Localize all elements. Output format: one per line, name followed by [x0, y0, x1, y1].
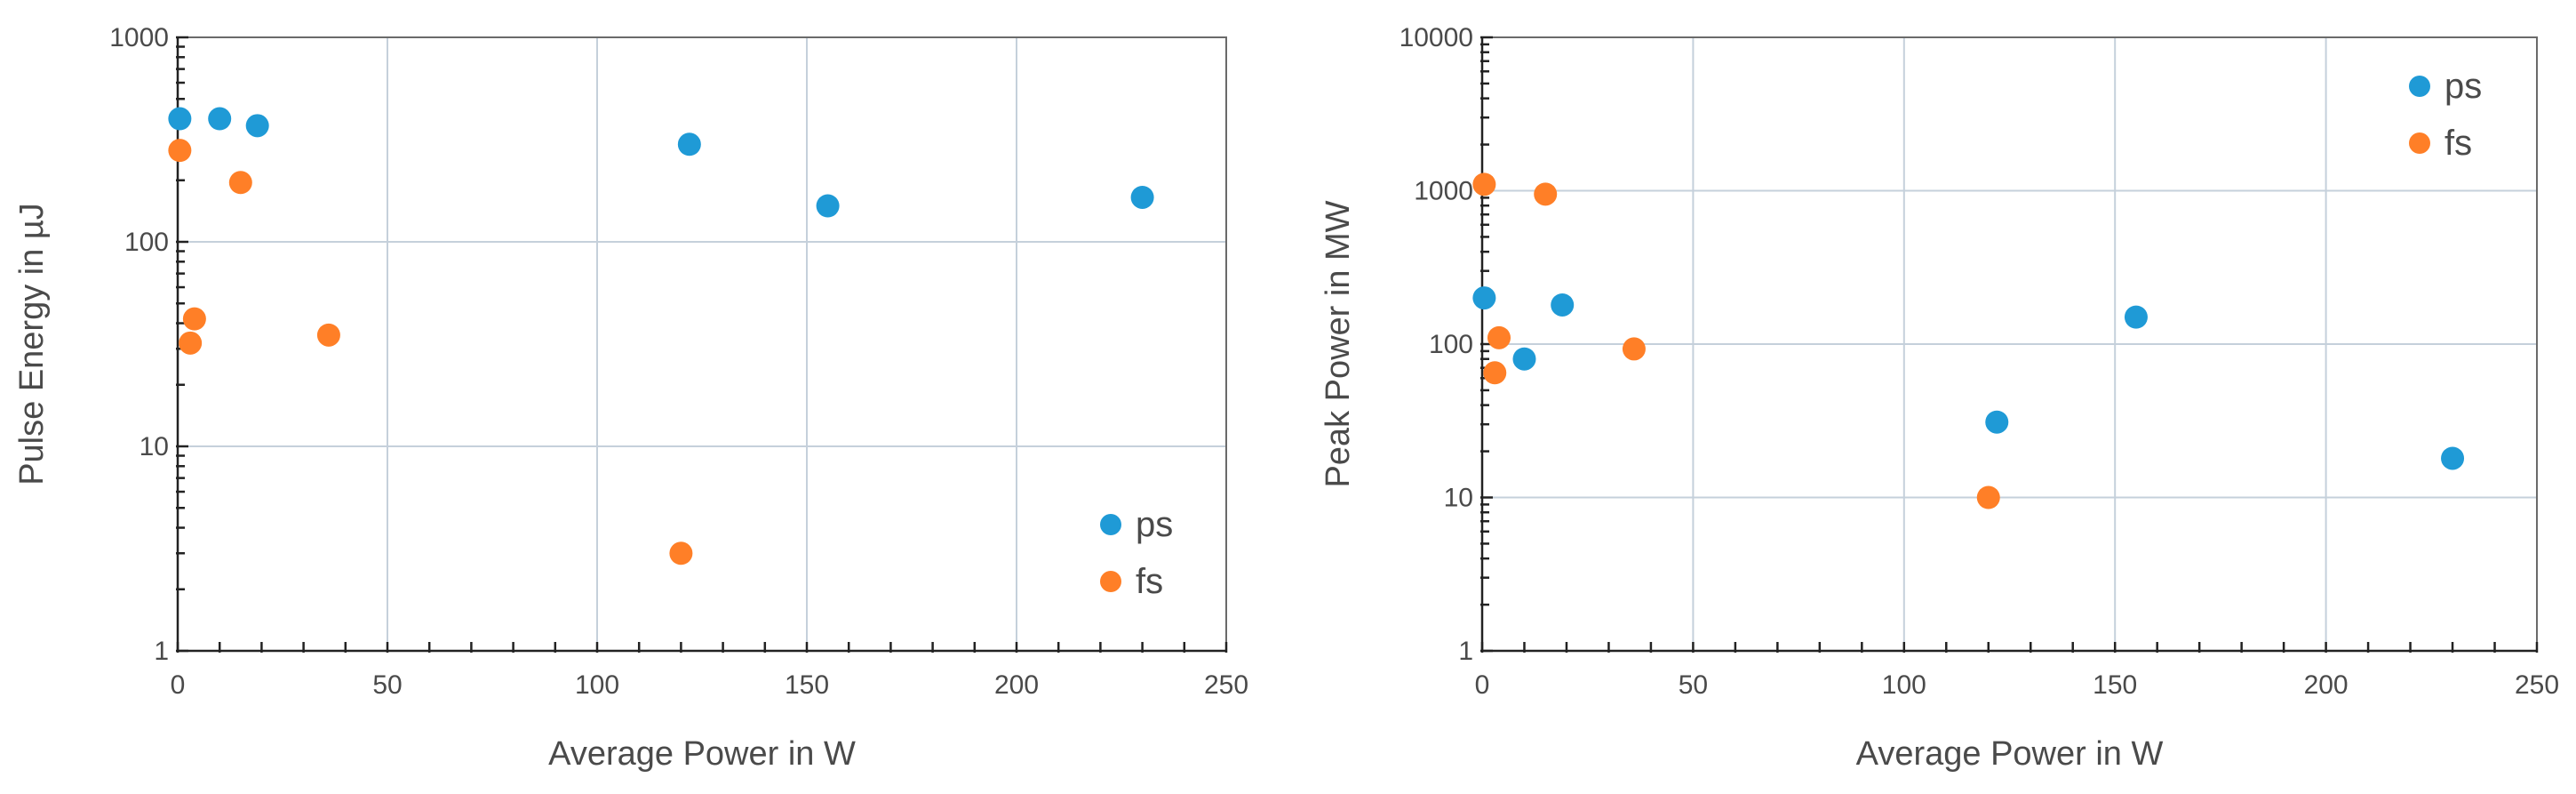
data-point-fs: [1483, 361, 1507, 385]
legend-label-ps: ps: [2444, 67, 2482, 106]
x-tick-label: 0: [171, 670, 186, 700]
data-point-ps: [2124, 305, 2148, 329]
legend-marker-fs: [1100, 571, 1121, 592]
y-tick-label: 1: [154, 637, 169, 666]
x-tick-label: 0: [1475, 670, 1490, 700]
x-tick-label: 250: [1204, 670, 1248, 700]
y-axis-label: Peak Power in MW: [1320, 200, 1357, 487]
y-tick-label: 10: [1444, 484, 1473, 513]
y-tick-label: 1000: [1414, 177, 1473, 206]
data-point-fs: [1622, 337, 1646, 361]
data-point-fs: [1472, 172, 1496, 196]
data-point-fs: [182, 307, 206, 331]
x-axis-label: Average Power in W: [548, 735, 856, 773]
data-point-ps: [1512, 347, 1536, 371]
data-point-ps: [1130, 185, 1154, 209]
x-tick-label: 50: [1679, 670, 1708, 700]
data-point-fs: [1487, 325, 1511, 349]
data-point-fs: [316, 323, 340, 347]
x-tick-label: 100: [575, 670, 619, 700]
y-axis-label: Pulse Energy in µJ: [13, 203, 51, 485]
data-point-fs: [168, 139, 192, 163]
x-tick-label: 50: [372, 670, 402, 700]
data-point-fs: [1534, 182, 1558, 206]
y-tick-label: 100: [1429, 330, 1473, 359]
y-tick-label: 1000: [109, 23, 169, 52]
data-point-ps: [2441, 446, 2465, 470]
x-tick-label: 100: [1882, 670, 1926, 700]
x-axis-label: Average Power in W: [1856, 735, 2164, 773]
legend-marker-ps: [1100, 514, 1121, 535]
data-point-ps: [677, 132, 701, 156]
legend-marker-fs: [2409, 132, 2430, 154]
legend-marker-ps: [2409, 76, 2430, 97]
data-point-ps: [168, 107, 192, 131]
x-tick-label: 250: [2515, 670, 2559, 700]
y-tick-label: 10: [140, 432, 169, 461]
x-tick-label: 200: [2304, 670, 2349, 700]
y-tick-label: 100: [124, 228, 169, 257]
data-point-ps: [1551, 293, 1575, 317]
data-point-fs: [1976, 485, 2000, 509]
pulse-energy-chart: 0 50 100 150 200 250 1 10 100 1000 Average Power i…: [13, 23, 1248, 773]
data-point-fs: [228, 171, 252, 195]
data-point-fs: [179, 331, 203, 355]
data-point-ps: [208, 107, 232, 131]
peak-power-chart: 0 50 100 150 200 250 1 10 100 1000 10000 Average Po…: [1320, 23, 2559, 773]
data-point-ps: [245, 114, 269, 138]
data-point-ps: [1472, 286, 1496, 310]
y-tick-label: 1: [1458, 637, 1473, 666]
data-point-fs: [669, 541, 693, 565]
data-point-ps: [1985, 410, 2009, 434]
legend-label-fs: fs: [1136, 562, 1163, 601]
x-tick-label: 200: [994, 670, 1039, 700]
y-tick-label: 10000: [1400, 23, 1473, 52]
legend-label-fs: fs: [2444, 124, 2472, 163]
x-tick-label: 150: [2093, 670, 2137, 700]
legend-label-ps: ps: [1136, 505, 1173, 544]
x-tick-label: 150: [785, 670, 829, 700]
data-point-ps: [816, 194, 840, 218]
